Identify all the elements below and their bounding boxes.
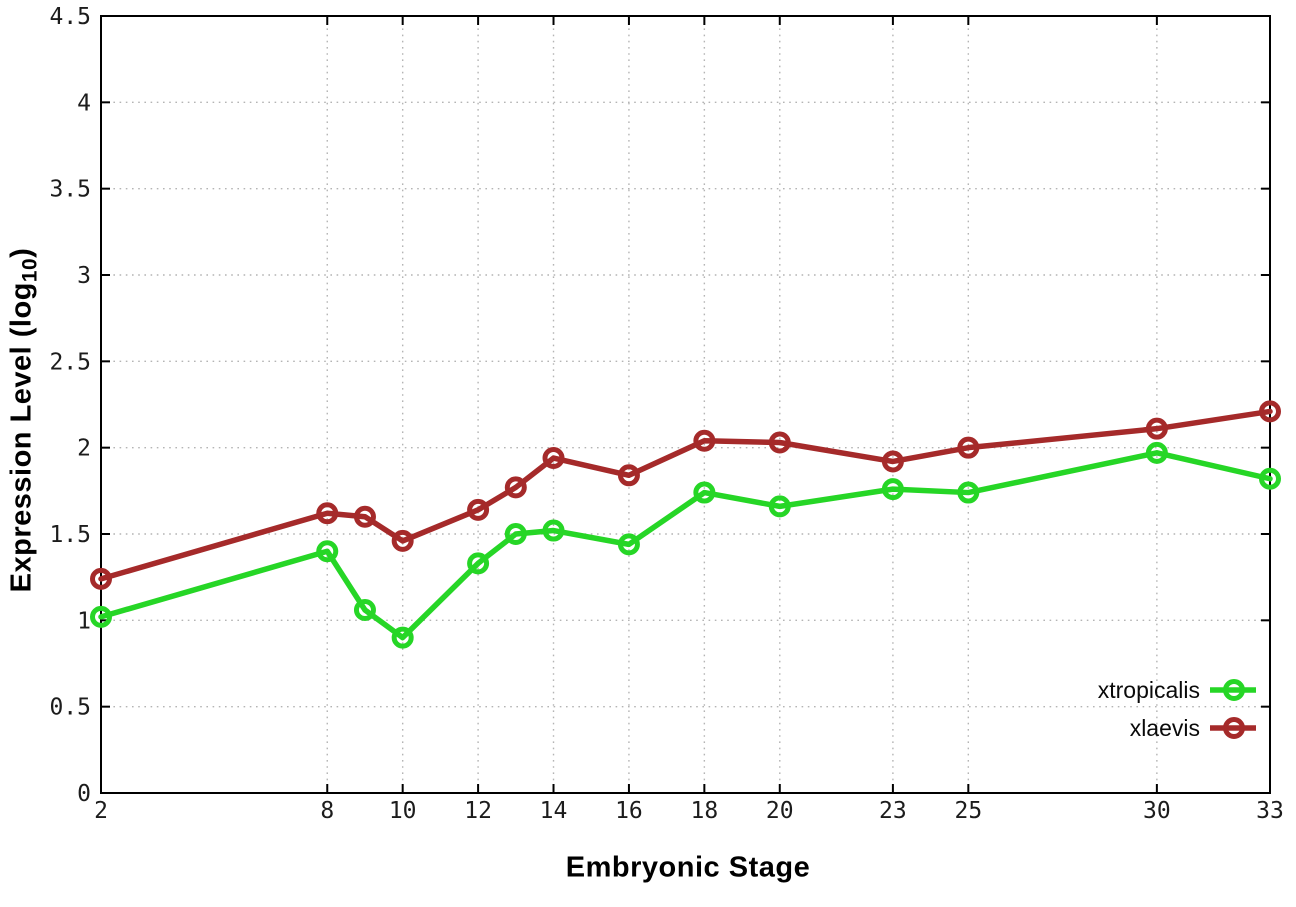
tick-label-x-16: 16 [615, 798, 643, 824]
data-point-xtropicalis-14 [542, 519, 565, 542]
data-point-xtropicalis-9 [353, 598, 376, 621]
series-line-xtropicalis [98, 450, 1273, 641]
data-point-xtropicalis-2 [90, 605, 112, 628]
data-point-xlaevis-20 [768, 431, 791, 454]
tick-label-x-8: 8 [320, 798, 334, 824]
data-point-xlaevis-9 [353, 505, 376, 528]
data-point-xtropicalis-8 [316, 540, 339, 563]
data-point-xlaevis-30 [1145, 417, 1168, 440]
y-axis-title-text: Expression Level (log [5, 282, 38, 593]
tick-label-y-0.5: 0.5 [49, 695, 91, 721]
data-point-xlaevis-25 [957, 436, 980, 459]
legend-sample-xtropicalis [1210, 679, 1256, 701]
legend-entry-xlaevis: xlaevis [1098, 709, 1256, 747]
data-point-xlaevis-33 [1259, 400, 1281, 423]
tick-label-x-14: 14 [540, 798, 568, 824]
data-point-xlaevis-18 [693, 429, 716, 452]
data-point-xtropicalis-33 [1259, 467, 1281, 490]
data-point-xtropicalis-18 [693, 481, 716, 504]
data-point-xtropicalis-30 [1145, 441, 1168, 464]
tick-label-x-12: 12 [464, 798, 492, 824]
tick-label-x-18: 18 [691, 798, 719, 824]
tick-label-x-25: 25 [954, 798, 982, 824]
data-point-xtropicalis-16 [617, 533, 640, 556]
data-point-xtropicalis-13 [504, 523, 527, 545]
y-axis-title-subscript: 10 [18, 257, 42, 283]
tick-label-y-4: 4 [77, 90, 91, 116]
data-point-xtropicalis-23 [881, 478, 904, 501]
tick-label-x-33: 33 [1256, 798, 1284, 824]
tick-label-y-1: 1 [77, 608, 91, 634]
tick-label-x-30: 30 [1143, 798, 1171, 824]
data-point-xlaevis-12 [467, 498, 490, 521]
x-axis-title: Embryonic Stage [565, 851, 811, 884]
tick-label-y-2.5: 2.5 [49, 349, 91, 375]
plot-border [100, 15, 1271, 794]
data-point-xtropicalis-20 [768, 495, 791, 518]
tick-label-y-3.5: 3.5 [49, 177, 91, 203]
tick-label-y-3: 3 [77, 263, 91, 289]
tick-label-x-10: 10 [389, 798, 417, 824]
tick-label-x-2: 2 [94, 798, 108, 824]
legend-point-icon [1223, 679, 1245, 701]
legend-label-xlaevis: xlaevis [1129, 714, 1200, 741]
data-point-xlaevis-8 [316, 502, 339, 525]
y-axis-title-close: ) [5, 247, 38, 258]
legend: xtropicalis xlaevis [1098, 671, 1256, 747]
data-point-xlaevis-16 [617, 464, 640, 487]
data-point-xlaevis-2 [90, 567, 112, 590]
tick-label-y-4.5: 4.5 [49, 4, 91, 30]
legend-sample-xlaevis [1210, 717, 1256, 739]
data-point-xlaevis-14 [542, 447, 565, 470]
y-axis-title: Expression Level (log10) [6, 248, 43, 593]
legend-label-xtropicalis: xtropicalis [1097, 676, 1200, 703]
data-point-xtropicalis-25 [957, 481, 980, 504]
data-point-xlaevis-10 [391, 529, 414, 552]
tick-label-y-1.5: 1.5 [49, 522, 91, 548]
data-point-xlaevis-23 [881, 450, 904, 473]
tick-label-x-23: 23 [879, 798, 907, 824]
series-line-xlaevis [98, 408, 1273, 582]
tick-label-x-20: 20 [766, 798, 794, 824]
tick-label-y-2: 2 [77, 436, 91, 462]
tick-label-y-0: 0 [77, 781, 91, 807]
legend-entry-xtropicalis: xtropicalis [1098, 671, 1256, 709]
data-point-xlaevis-13 [504, 476, 527, 499]
legend-point-icon [1223, 717, 1245, 739]
data-point-xtropicalis-12 [467, 552, 490, 575]
data-point-xtropicalis-10 [391, 626, 414, 649]
